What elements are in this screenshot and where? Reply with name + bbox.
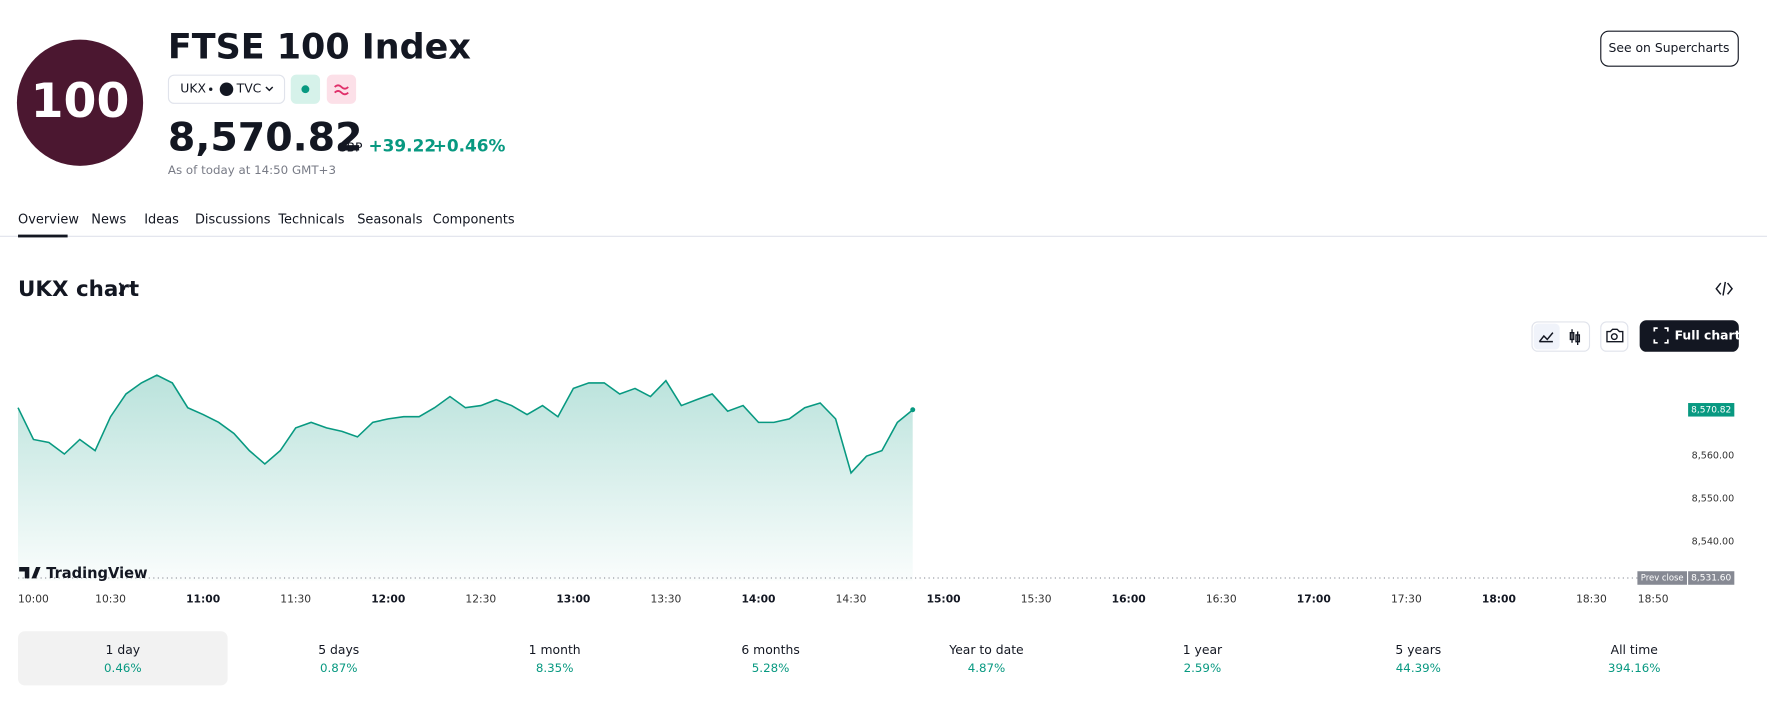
logo-text: 100 — [31, 74, 130, 129]
prev-close-name: Prev close — [1641, 572, 1684, 582]
x-tick-label: 15:00 — [927, 593, 961, 606]
alert-chip[interactable] — [326, 74, 357, 104]
last-point — [910, 407, 916, 413]
tab[interactable]: News — [91, 212, 126, 227]
x-tick-label: 17:30 — [1391, 593, 1422, 606]
tab[interactable]: Overview — [18, 212, 79, 227]
heading-chevron — [118, 282, 126, 296]
area — [18, 375, 913, 581]
chevron — [265, 86, 274, 92]
x-tick-label: 12:00 — [371, 593, 405, 606]
candle-icon[interactable] — [1569, 329, 1581, 346]
tab[interactable]: Discussions — [195, 212, 271, 227]
tab[interactable]: Components — [433, 212, 515, 227]
as-of: As of today at 14:50 GMT+3 — [168, 163, 336, 177]
period-change: 5.28% — [752, 661, 790, 675]
exchange: TVC — [236, 81, 262, 96]
status-dot — [301, 85, 310, 94]
y-tick-label: 8,540.00 — [1692, 536, 1735, 547]
symbol: UKX — [180, 81, 206, 96]
x-tick-label: 16:30 — [1206, 593, 1237, 606]
x-tick-label: 16:00 — [1112, 593, 1146, 606]
period-change: 4.87% — [968, 661, 1006, 675]
x-tick-label: 15:30 — [1021, 593, 1052, 606]
change: +39.22 — [369, 136, 437, 156]
brand: TradingView — [46, 565, 147, 582]
tab-underline — [18, 234, 68, 238]
price: 8,570.82 — [168, 114, 363, 160]
fullscreen-icon — [1653, 327, 1669, 344]
period-change: 2.59% — [1184, 661, 1222, 675]
x-tick-label: 13:00 — [556, 593, 590, 606]
period-label[interactable]: Year to date — [948, 642, 1023, 657]
separator — [209, 87, 213, 91]
x-tick-label: 17:00 — [1297, 593, 1331, 606]
x-tick-label: 12:30 — [465, 593, 496, 606]
snapshot-button[interactable] — [1600, 321, 1629, 352]
camera-lens — [1610, 333, 1618, 341]
period-label[interactable]: 1 month — [529, 642, 581, 657]
camera-icon — [1606, 328, 1624, 343]
area-icon — [1538, 332, 1554, 343]
chart-heading[interactable]: UKX chart — [18, 277, 139, 302]
period-change: 44.39% — [1396, 661, 1441, 675]
prev-close-tag — [1637, 571, 1687, 585]
y-tick-label: 8,560.00 — [1692, 451, 1735, 462]
logo — [16, 39, 144, 166]
tabs: Overview News Ideas Discussions Technicals Se… — [18, 212, 515, 227]
embed-icon[interactable] — [1715, 281, 1734, 296]
title: FTSE 100 Index — [168, 28, 471, 68]
period-label[interactable]: 1 year — [1183, 642, 1223, 657]
change-percent: +0.46% — [433, 136, 506, 156]
tab[interactable]: Ideas — [144, 212, 179, 227]
x-tick-label: 10:30 — [95, 593, 126, 606]
period-label[interactable]: All time — [1611, 642, 1658, 657]
x-tick-label: 18:50 — [1638, 593, 1669, 606]
prev-close-value-tag — [1688, 571, 1735, 585]
period-label[interactable]: 5 years — [1395, 642, 1441, 657]
last-price-tag — [1688, 403, 1735, 417]
x-tick-label: 10:00 — [18, 593, 49, 606]
period-change: 8.35% — [536, 661, 574, 675]
last-price-label: 8,570.82 — [1691, 405, 1731, 415]
tab[interactable]: Technicals — [277, 212, 344, 227]
periods: 1 day 0.46% 5 days 0.87% 1 month 8.35% 6 month… — [104, 642, 1661, 675]
period-change: 0.87% — [320, 661, 358, 675]
full-chart-label: Full chart — [1675, 328, 1741, 343]
currency: GBP — [337, 139, 363, 154]
wave-icon — [334, 84, 349, 96]
period-label[interactable]: 1 day — [106, 642, 141, 657]
exchange-icon — [219, 82, 234, 97]
chart: 10:00 10:30 11:00 11:30 12:00 12:30 13:00 13:30… — [17, 374, 1735, 606]
period-label[interactable]: 5 days — [318, 642, 359, 657]
area-selected — [1533, 323, 1560, 350]
period-label[interactable]: 6 months — [741, 642, 799, 657]
prev-close-label: 8,531.60 — [1691, 573, 1731, 583]
x-tick-label: 11:00 — [186, 593, 220, 606]
supercharts-button[interactable] — [1600, 30, 1739, 67]
x-tick-label: 14:00 — [741, 593, 775, 606]
supercharts-label: See on Supercharts — [1608, 40, 1729, 55]
period-selected — [18, 631, 228, 686]
x-tick-label: 13:30 — [651, 593, 682, 606]
x-tick-label: 18:30 — [1576, 593, 1607, 606]
y-tick-label: 8,550.00 — [1692, 494, 1735, 505]
x-tick-label: 14:30 — [836, 593, 867, 606]
line — [17, 374, 914, 475]
period-change: 394.16% — [1608, 661, 1661, 675]
tab[interactable]: Seasonals — [357, 212, 422, 227]
period-change: 0.46% — [104, 661, 142, 675]
x-tick-label: 11:30 — [280, 593, 311, 606]
x-tick-label: 18:00 — [1482, 593, 1516, 606]
brand-logo — [19, 567, 41, 579]
